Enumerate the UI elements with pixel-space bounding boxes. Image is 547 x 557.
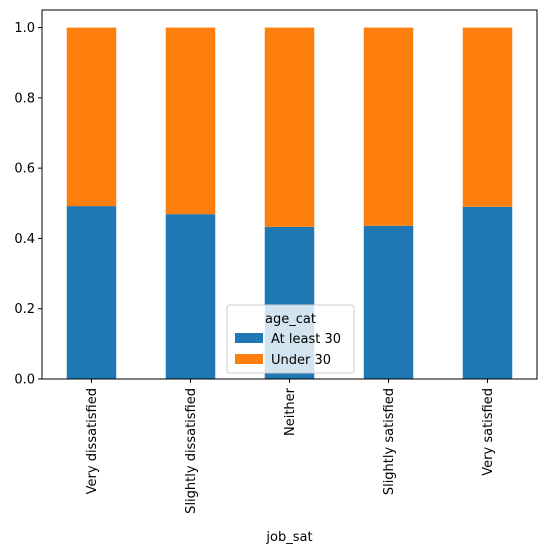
x-tick-label: Slightly satisfied (382, 388, 397, 495)
y-tick-label: 0.4 (14, 232, 35, 247)
x-tick-label: Very dissatisfied (85, 388, 100, 494)
bar-at-least-30-0 (66, 206, 117, 379)
y-tick-label: 0.2 (14, 302, 35, 317)
y-tick-label: 0.6 (14, 162, 35, 177)
x-tick-label: Slightly dissatisfied (184, 388, 199, 514)
legend-title: age_cat (265, 312, 316, 327)
legend-label-0: At least 30 (271, 332, 341, 347)
bar-under-30-0 (66, 27, 117, 207)
bar-at-least-30-1 (165, 214, 216, 379)
x-tick-label: Very satisfied (481, 388, 496, 476)
bar-at-least-30-3 (363, 225, 414, 379)
bar-under-30-4 (462, 27, 513, 207)
legend: age_cat At least 30 Under 30 (226, 304, 355, 374)
ticks-layer: Very dissatisfied Slightly dissatisfied Ne… (14, 21, 496, 514)
bar-under-30-2 (264, 27, 315, 227)
y-tick-label: 0.0 (14, 373, 35, 388)
y-tick-label: 0.8 (14, 91, 35, 106)
y-tick-label: 1.0 (14, 21, 35, 36)
x-axis-label: job_sat (265, 530, 312, 545)
x-tick-label: Neither (283, 387, 298, 436)
bar-at-least-30-4 (462, 206, 513, 379)
bar-under-30-1 (165, 27, 216, 215)
bar-under-30-3 (363, 27, 414, 226)
legend-swatch-1 (235, 354, 263, 364)
legend-swatch-0 (235, 333, 263, 343)
legend-label-1: Under 30 (271, 353, 331, 368)
